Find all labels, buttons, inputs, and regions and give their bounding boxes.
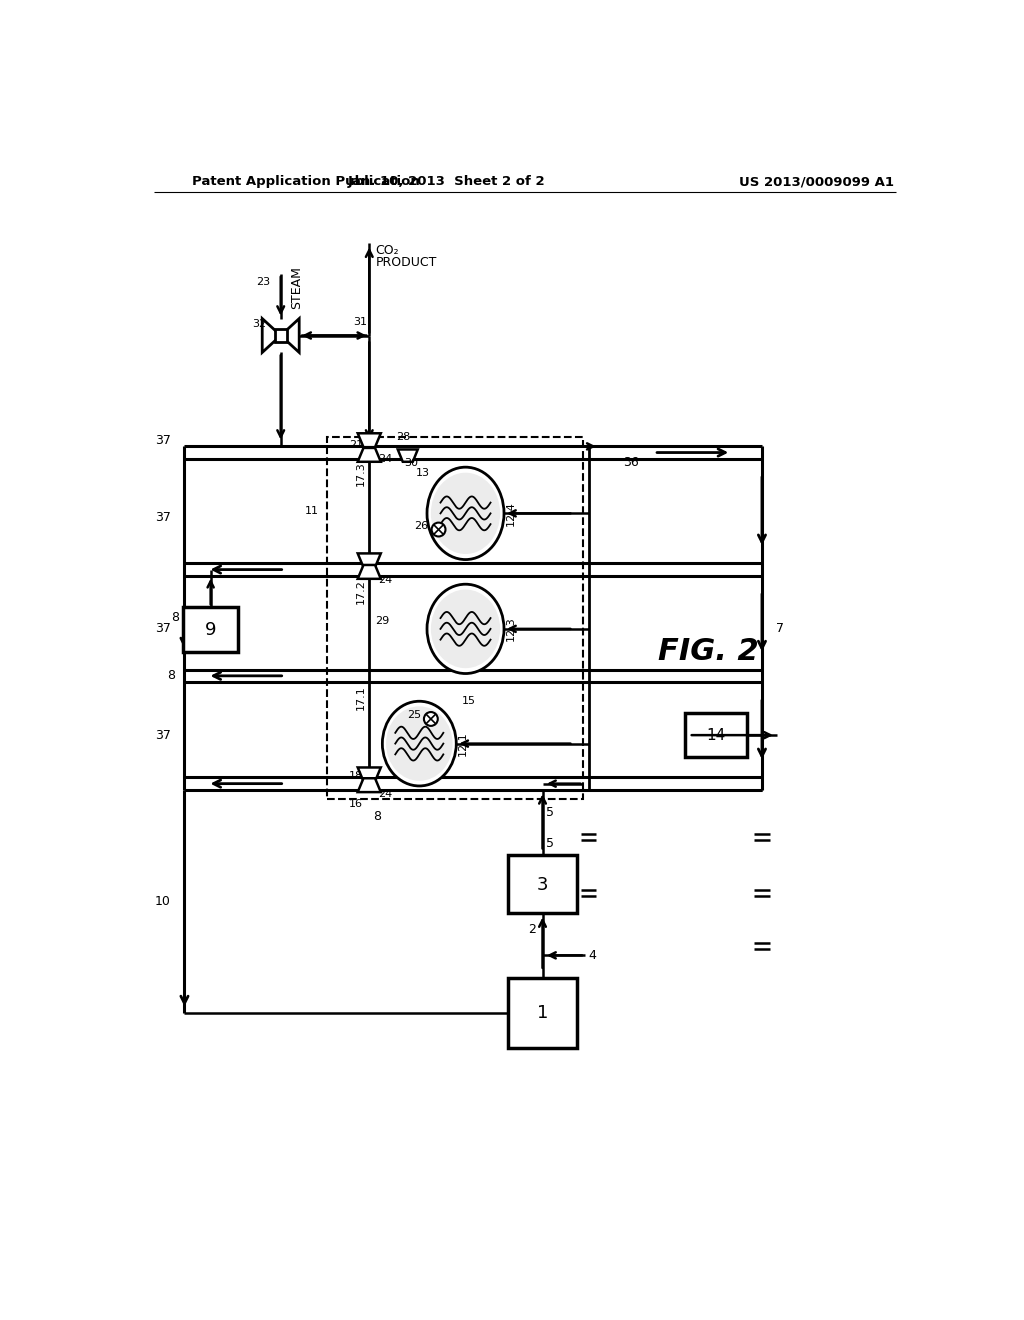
Text: 8: 8 (373, 810, 381, 824)
Ellipse shape (386, 706, 453, 781)
Text: 37: 37 (155, 730, 171, 742)
Polygon shape (357, 767, 381, 781)
Text: US 2013/0009099 A1: US 2013/0009099 A1 (739, 176, 894, 187)
Bar (327, 437, 584, 799)
Text: STEAM: STEAM (290, 267, 303, 309)
Text: 9: 9 (205, 620, 216, 639)
Text: 24: 24 (379, 574, 393, 585)
Text: 5: 5 (546, 807, 554, 820)
Text: 28: 28 (396, 432, 411, 442)
Polygon shape (357, 553, 381, 568)
Text: 12.4: 12.4 (506, 500, 515, 525)
Text: 23: 23 (256, 277, 270, 286)
Polygon shape (397, 449, 418, 462)
Bar (508, 978, 578, 1048)
Text: 7: 7 (776, 622, 783, 635)
Text: 13: 13 (416, 467, 430, 478)
Text: 8: 8 (171, 611, 179, 624)
Text: 29: 29 (376, 616, 390, 626)
Text: 37: 37 (155, 511, 171, 524)
Polygon shape (357, 447, 381, 462)
Circle shape (432, 523, 445, 536)
Text: 24: 24 (379, 454, 393, 463)
Text: 10: 10 (155, 895, 171, 908)
Text: CO₂: CO₂ (376, 244, 399, 257)
Text: 17.3: 17.3 (355, 462, 366, 487)
Text: 17.2: 17.2 (355, 578, 366, 603)
Polygon shape (262, 318, 281, 352)
Ellipse shape (431, 590, 500, 668)
Text: 37: 37 (155, 434, 171, 446)
Text: 8: 8 (167, 669, 175, 682)
Ellipse shape (431, 473, 500, 554)
Text: 24: 24 (379, 788, 393, 799)
Text: 12.1: 12.1 (458, 731, 468, 756)
Text: 36: 36 (624, 455, 639, 469)
Text: 15: 15 (462, 696, 476, 706)
Text: PRODUCT: PRODUCT (376, 256, 437, 269)
Text: 1: 1 (537, 1005, 548, 1022)
Polygon shape (357, 433, 381, 447)
Text: 14: 14 (707, 727, 725, 743)
Text: 11: 11 (305, 506, 319, 516)
Text: 4: 4 (589, 949, 597, 962)
Polygon shape (281, 318, 299, 352)
Text: 21: 21 (349, 440, 364, 450)
Text: 31: 31 (353, 317, 367, 326)
Polygon shape (357, 779, 381, 792)
Text: 5: 5 (546, 837, 554, 850)
Text: 37: 37 (155, 622, 171, 635)
Polygon shape (274, 330, 287, 342)
Text: 2: 2 (527, 924, 536, 936)
Bar (508, 855, 578, 913)
Text: 25: 25 (407, 710, 421, 721)
Ellipse shape (382, 701, 457, 785)
Text: 30: 30 (404, 458, 419, 467)
Text: 32: 32 (252, 319, 266, 329)
Bar (685, 713, 746, 758)
Ellipse shape (427, 467, 504, 560)
Polygon shape (357, 565, 381, 579)
Text: 12.3: 12.3 (506, 616, 515, 642)
Bar (183, 607, 239, 652)
Text: Patent Application Publication: Patent Application Publication (193, 176, 420, 187)
Ellipse shape (427, 585, 504, 673)
Text: 17.1: 17.1 (355, 685, 366, 710)
Text: 18: 18 (349, 771, 364, 781)
Text: FIG. 2: FIG. 2 (657, 636, 759, 665)
Text: 3: 3 (537, 875, 548, 894)
Circle shape (424, 711, 438, 726)
Text: 26: 26 (415, 520, 429, 531)
Text: Jan. 10, 2013  Sheet 2 of 2: Jan. 10, 2013 Sheet 2 of 2 (347, 176, 545, 187)
Text: 16: 16 (349, 799, 364, 809)
